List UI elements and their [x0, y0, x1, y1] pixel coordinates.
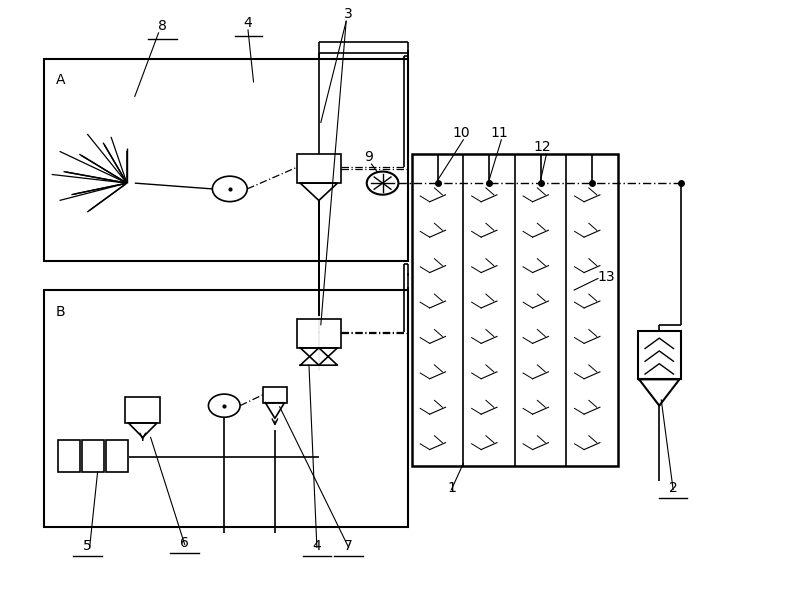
Text: 4: 4 [313, 539, 322, 553]
Bar [44, 59, 408, 261]
Bar [58, 441, 80, 472]
Text: 10: 10 [452, 126, 470, 140]
Text: 8: 8 [158, 19, 167, 33]
Text: B: B [56, 305, 66, 319]
Bar [263, 386, 286, 403]
Text: 6: 6 [180, 536, 189, 550]
Text: 7: 7 [344, 539, 353, 553]
Text: 4: 4 [244, 16, 252, 30]
Bar [412, 154, 618, 466]
Text: 12: 12 [534, 140, 551, 154]
Text: A: A [56, 73, 65, 87]
Text: 13: 13 [598, 270, 615, 284]
Bar [82, 441, 104, 472]
Bar [297, 319, 341, 348]
Bar [106, 441, 128, 472]
Bar [297, 154, 341, 183]
Bar [126, 397, 160, 423]
Circle shape [366, 171, 398, 195]
Text: 9: 9 [364, 150, 373, 164]
Text: 3: 3 [344, 7, 353, 21]
Bar [638, 330, 681, 379]
Text: 1: 1 [447, 481, 456, 495]
Text: 5: 5 [83, 539, 92, 553]
Text: 2: 2 [669, 481, 678, 495]
Text: 11: 11 [490, 126, 508, 140]
Bar [44, 290, 408, 527]
